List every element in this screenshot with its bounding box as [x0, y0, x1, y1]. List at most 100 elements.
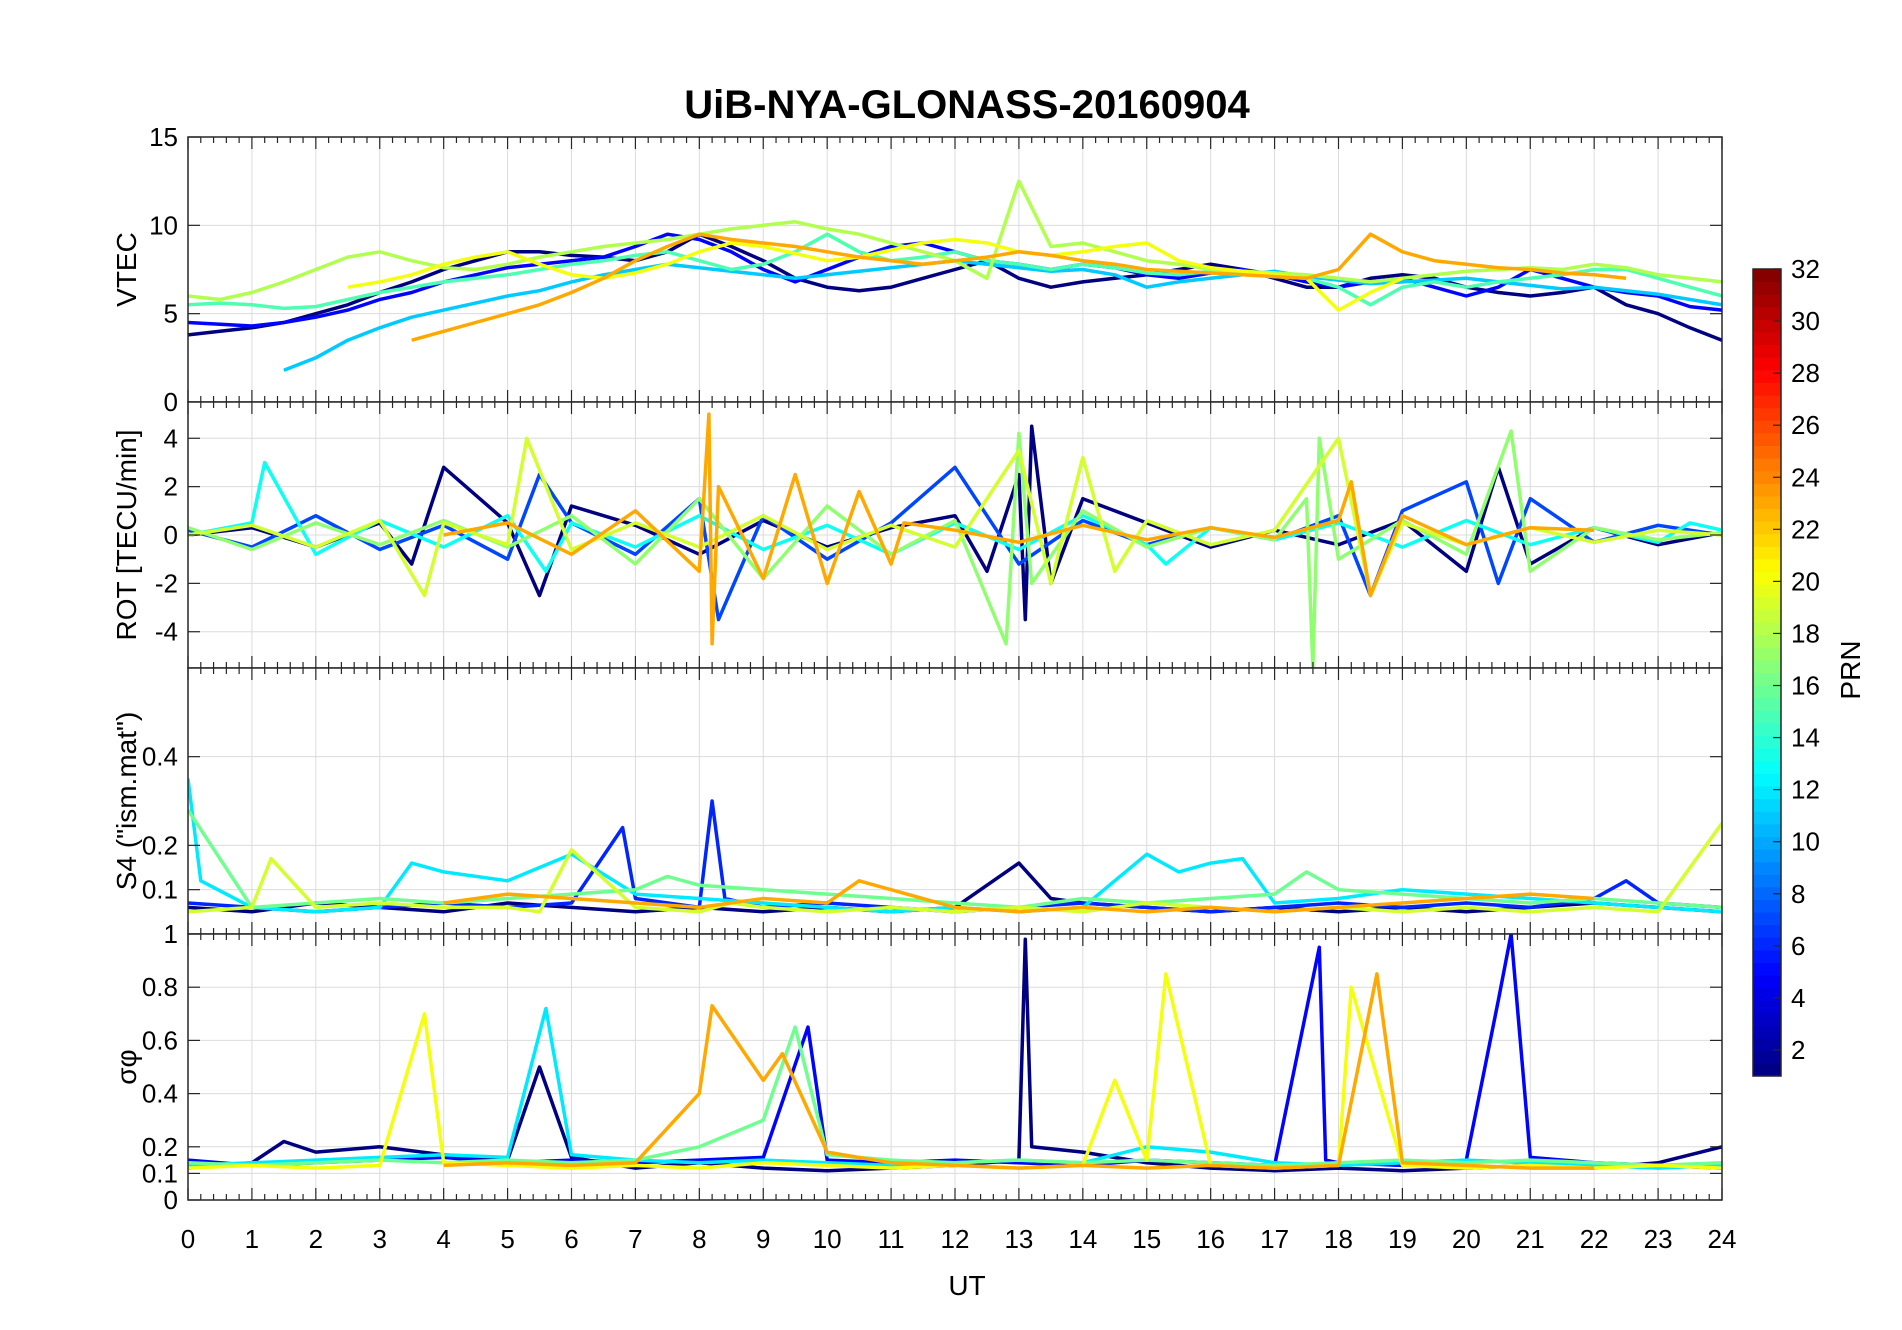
colorbar-segment: [1753, 508, 1781, 522]
colorbar-segment: [1753, 1012, 1781, 1027]
colorbar-segment: [1753, 420, 1781, 434]
y-tick-label: -4: [155, 617, 178, 647]
colorbar-segment: [1753, 319, 1781, 333]
series-prn-19: [188, 436, 1722, 598]
series-prn-11: [283, 258, 1722, 372]
series-prn-23: [443, 972, 1595, 1170]
colorbar-segment: [1753, 470, 1781, 484]
y-tick-label: -2: [155, 568, 178, 598]
colorbar-segment: [1753, 659, 1781, 673]
series-prn-23: [411, 232, 1627, 342]
colorbar-segment: [1753, 521, 1781, 535]
colorbar-tick-label: 32: [1791, 254, 1820, 284]
colorbar-tick-label: 22: [1791, 514, 1820, 544]
x-tick-label: 8: [692, 1224, 706, 1254]
y-tick-label: 0.8: [142, 972, 178, 1002]
series-group: [188, 412, 1722, 668]
colorbar-tick-label: 6: [1791, 931, 1805, 961]
colorbar-segment: [1753, 445, 1781, 459]
x-tick-label: 6: [564, 1224, 578, 1254]
colorbar-segment: [1753, 281, 1781, 295]
panel-1: 0 5 10 15 VTEC: [111, 122, 1723, 417]
colorbar-tick-label: 20: [1791, 566, 1820, 596]
colorbar-label: PRN: [1835, 640, 1866, 699]
colorbar-segment: [1753, 294, 1781, 308]
y-tick-label: 0.2: [142, 830, 178, 860]
colorbar-tick-label: 16: [1791, 671, 1820, 701]
colorbar-segment: [1753, 584, 1781, 598]
series-prn-23: [443, 879, 1595, 914]
series-prn-19: [188, 822, 1722, 914]
series-prn-17: [188, 429, 1722, 668]
x-tick-label: 4: [436, 1224, 450, 1254]
colorbar-segment: [1753, 395, 1781, 409]
x-axis-tick-labels: 0 1 2 3 4 5 6 7 8 9 10 11 12 13 14 15 16 17 18 19 20 21 22 23 24: [181, 1224, 1737, 1254]
y-tick-label: 4: [164, 423, 178, 453]
x-tick-label: 0: [181, 1224, 195, 1254]
y-tick-label: 0.2: [142, 1132, 178, 1162]
colorbar-segment: [1753, 269, 1781, 283]
x-tick-label: 9: [756, 1224, 770, 1254]
x-tick-label: 23: [1644, 1224, 1673, 1254]
colorbar-tick-label: 24: [1791, 462, 1820, 492]
y-axis-label: VTEC: [111, 232, 142, 307]
colorbar-tick-label: 8: [1791, 879, 1805, 909]
colorbar-segment: [1753, 332, 1781, 346]
x-tick-label: 1: [245, 1224, 259, 1254]
x-tick-label: 15: [1132, 1224, 1161, 1254]
panel-4: 00.10.2 0.4 0.6 0.8 1 σφ: [111, 919, 1723, 1215]
colorbar-segment: [1753, 533, 1781, 547]
x-tick-label: 10: [813, 1224, 842, 1254]
colorbar-tick-label: 14: [1791, 723, 1820, 753]
colorbar-segment: [1753, 760, 1781, 774]
tick-marks: [187, 136, 1723, 403]
y-tick-label: 1: [164, 919, 178, 949]
series-group: [188, 934, 1722, 1173]
y-tick-label: 0.6: [142, 1025, 178, 1055]
x-tick-label: 22: [1580, 1224, 1609, 1254]
y-tick-label: 15: [149, 122, 178, 152]
tick-marks: [187, 402, 1723, 668]
colorbar-segment: [1753, 495, 1781, 510]
series-prn-23: [443, 412, 1595, 646]
colorbar-tick-label: 30: [1791, 306, 1820, 336]
figure-title: UiB-NYA-GLONASS-20160904: [684, 83, 1250, 127]
x-tick-label: 12: [941, 1224, 970, 1254]
y-tick-label: 0.4: [142, 742, 178, 772]
y-axis-label: σφ: [111, 1049, 142, 1084]
x-tick-label: 13: [1004, 1224, 1033, 1254]
colorbar-segment: [1753, 937, 1781, 951]
y-axis-label: ROT [TECU/min]: [111, 429, 142, 640]
grid: [187, 668, 1723, 934]
colorbar-tick-label: 28: [1791, 358, 1820, 388]
colorbar-segment: [1753, 811, 1781, 825]
x-tick-label: 5: [500, 1224, 514, 1254]
tick-marks: [187, 933, 1723, 1201]
colorbar-segment: [1753, 924, 1781, 938]
colorbar-segment: [1753, 975, 1781, 989]
colorbar-segment: [1753, 849, 1781, 863]
colorbar-segment: [1753, 609, 1781, 623]
x-tick-label: 2: [309, 1224, 323, 1254]
colorbar-segment: [1753, 1000, 1781, 1014]
colorbar-frame: [1752, 268, 1782, 1077]
colorbar-segment: [1753, 1025, 1781, 1039]
colorbar-segment: [1753, 369, 1781, 383]
colorbar-segment: [1753, 710, 1781, 724]
colorbar-segment: [1753, 748, 1781, 762]
x-tick-label: 24: [1708, 1224, 1737, 1254]
series-prn-1: [188, 861, 1722, 914]
colorbar-segment: [1753, 899, 1781, 913]
x-axis-label: UT: [948, 1270, 985, 1301]
colorbar-segment: [1753, 634, 1781, 648]
colorbar-segment: [1753, 1050, 1781, 1064]
colorbar-segment: [1753, 798, 1781, 812]
series-group: [188, 179, 1722, 372]
colorbar-segment: [1753, 306, 1781, 320]
colorbar-segment: [1753, 886, 1781, 900]
y-tick-label: 10: [149, 210, 178, 240]
panel-3: 0.1 0.2 0.4S4 ("ism.mat"): [111, 667, 1723, 935]
colorbar-segment: [1753, 823, 1781, 837]
colorbar-segment: [1753, 861, 1781, 875]
